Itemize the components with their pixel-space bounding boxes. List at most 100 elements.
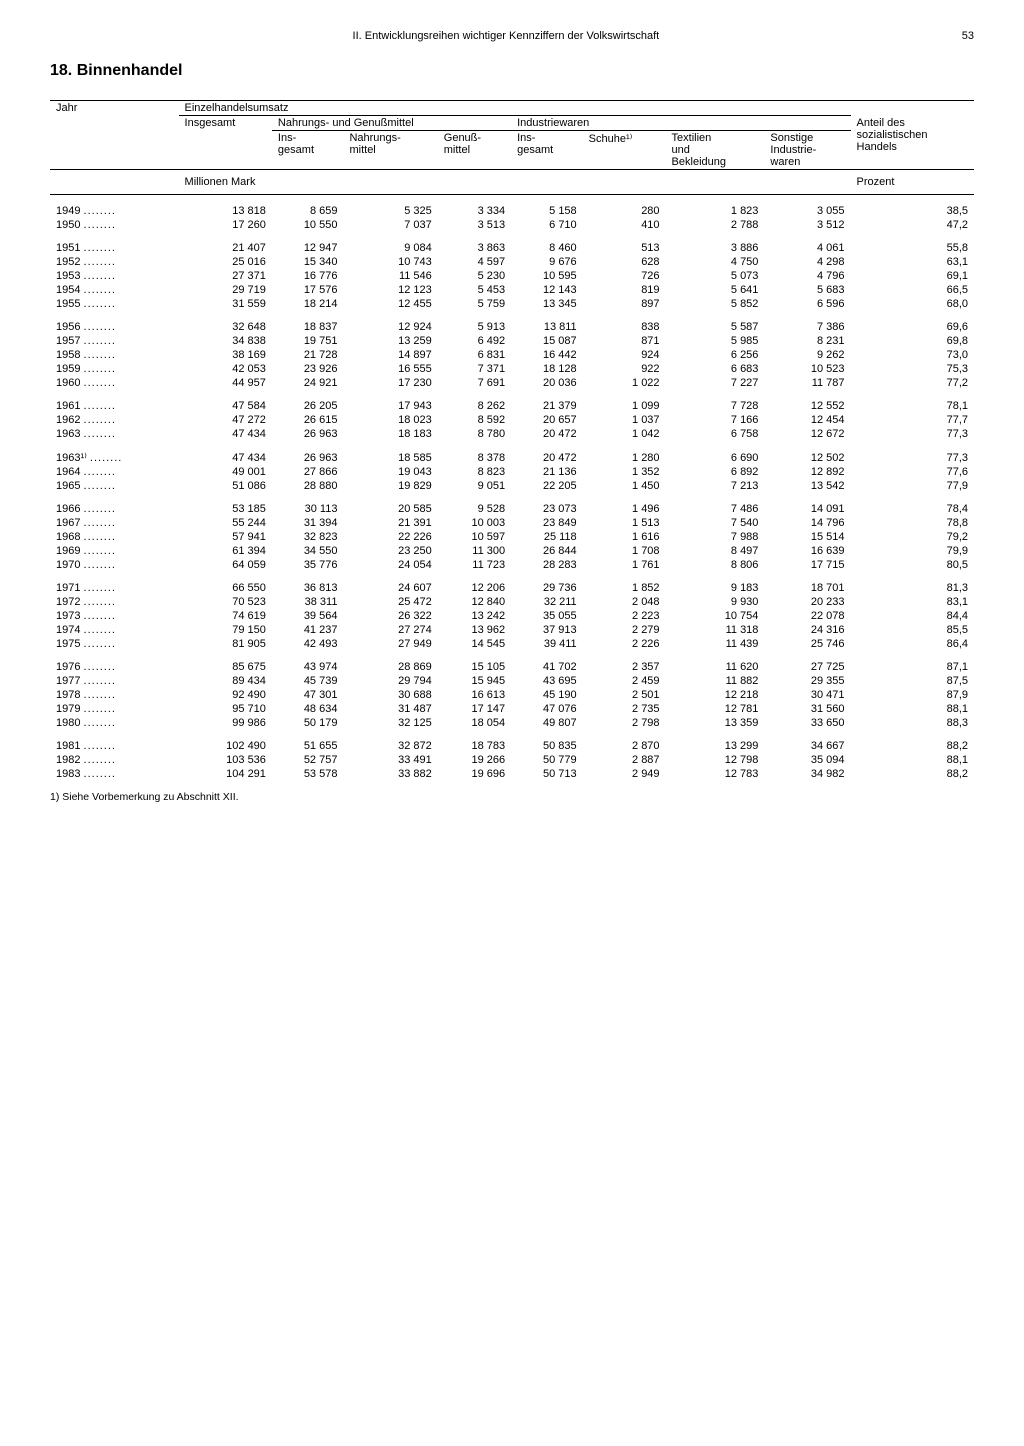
cell-value: 80,5	[851, 558, 974, 572]
table-row: 1956 ........32 64818 83712 9245 91313 8…	[50, 311, 974, 334]
cell-value: 6 596	[764, 297, 850, 311]
cell-value: 11 882	[666, 674, 765, 688]
cell-value: 92 490	[179, 688, 272, 702]
col-anteil: Anteil des sozialistischen Handels	[851, 116, 974, 170]
cell-value: 7 227	[666, 376, 765, 390]
cell-value: 77,9	[851, 479, 974, 493]
cell-value: 17 260	[179, 218, 272, 232]
cell-value: 8 262	[438, 390, 511, 413]
cell-value: 8 806	[666, 558, 765, 572]
cell-value: 68,0	[851, 297, 974, 311]
cell-value: 30 113	[272, 493, 344, 516]
footnote: 1) Siehe Vorbemerkung zu Abschnitt XII.	[50, 791, 974, 803]
cell-year: 1967 ........	[50, 516, 179, 530]
cell-value: 35 776	[272, 558, 344, 572]
cell-value: 3 863	[438, 232, 511, 255]
cell-value: 2 223	[583, 609, 666, 623]
cell-value: 87,5	[851, 674, 974, 688]
cell-value: 24 316	[764, 623, 850, 637]
cell-value: 25 118	[511, 530, 583, 544]
cell-value: 6 831	[438, 348, 511, 362]
cell-value: 24 607	[343, 572, 437, 595]
cell-value: 22 226	[343, 530, 437, 544]
cell-value: 11 300	[438, 544, 511, 558]
cell-value: 88,2	[851, 767, 974, 781]
cell-value: 29 794	[343, 674, 437, 688]
cell-value: 11 546	[343, 269, 437, 283]
page-header: II. Entwicklungsreihen wichtiger Kennzif…	[50, 30, 974, 42]
cell-value: 15 340	[272, 255, 344, 269]
cell-value: 23 926	[272, 362, 344, 376]
cell-value: 104 291	[179, 767, 272, 781]
cell-value: 27 371	[179, 269, 272, 283]
cell-value: 13 359	[666, 716, 765, 730]
cell-year: 1952 ........	[50, 255, 179, 269]
cell-year: 1963 ........	[50, 427, 179, 441]
cell-value: 18 701	[764, 572, 850, 595]
cell-value: 12 892	[764, 465, 850, 479]
cell-value: 21 136	[511, 465, 583, 479]
cell-value: 9 528	[438, 493, 511, 516]
cell-value: 20 472	[511, 427, 583, 441]
cell-value: 5 641	[666, 283, 765, 297]
page-number: 53	[962, 30, 974, 42]
cell-value: 24 921	[272, 376, 344, 390]
cell-value: 34 667	[764, 730, 850, 753]
cell-value: 2 501	[583, 688, 666, 702]
table-row: 1980 ........99 98650 17932 12518 05449 …	[50, 716, 974, 730]
cell-value: 34 550	[272, 544, 344, 558]
cell-value: 17 147	[438, 702, 511, 716]
cell-value: 31 559	[179, 297, 272, 311]
cell-value: 16 776	[272, 269, 344, 283]
col-textilien: Textilien und Bekleidung	[666, 131, 765, 170]
cell-value: 23 250	[343, 544, 437, 558]
cell-value: 8 592	[438, 413, 511, 427]
cell-value: 69,1	[851, 269, 974, 283]
cell-value: 10 003	[438, 516, 511, 530]
cell-value: 3 886	[666, 232, 765, 255]
cell-value: 42 493	[272, 637, 344, 651]
cell-value: 14 897	[343, 348, 437, 362]
cell-value: 7 728	[666, 390, 765, 413]
cell-value: 15 105	[438, 651, 511, 674]
cell-year: 1982 ........	[50, 753, 179, 767]
cell-value: 12 783	[666, 767, 765, 781]
cell-value: 64 059	[179, 558, 272, 572]
table-row: 1964 ........49 00127 86619 0438 82321 1…	[50, 465, 974, 479]
table-row: 1962 ........47 27226 61518 0238 59220 6…	[50, 413, 974, 427]
cell-value: 12 455	[343, 297, 437, 311]
cell-value: 29 719	[179, 283, 272, 297]
cell-value: 15 945	[438, 674, 511, 688]
cell-value: 7 371	[438, 362, 511, 376]
cell-value: 6 758	[666, 427, 765, 441]
cell-value: 2 949	[583, 767, 666, 781]
cell-value: 45 190	[511, 688, 583, 702]
table-row: 1958 ........38 16921 72814 8976 83116 4…	[50, 348, 974, 362]
cell-value: 31 560	[764, 702, 850, 716]
table-row: 1967 ........55 24431 39421 39110 00323 …	[50, 516, 974, 530]
cell-value: 10 754	[666, 609, 765, 623]
cell-value: 1 616	[583, 530, 666, 544]
cell-value: 4 061	[764, 232, 850, 255]
cell-value: 49 807	[511, 716, 583, 730]
cell-value: 13 962	[438, 623, 511, 637]
cell-value: 26 322	[343, 609, 437, 623]
cell-value: 10 595	[511, 269, 583, 283]
cell-value: 12 672	[764, 427, 850, 441]
cell-value: 61 394	[179, 544, 272, 558]
cell-value: 9 676	[511, 255, 583, 269]
cell-value: 9 051	[438, 479, 511, 493]
cell-value: 86,4	[851, 637, 974, 651]
cell-value: 37 913	[511, 623, 583, 637]
cell-value: 28 869	[343, 651, 437, 674]
cell-value: 13 345	[511, 297, 583, 311]
cell-value: 57 941	[179, 530, 272, 544]
cell-year: 1971 ........	[50, 572, 179, 595]
cell-value: 22 078	[764, 609, 850, 623]
cell-value: 20 233	[764, 595, 850, 609]
cell-value: 280	[583, 195, 666, 219]
cell-year: 1983 ........	[50, 767, 179, 781]
cell-value: 43 695	[511, 674, 583, 688]
cell-value: 47 434	[179, 441, 272, 465]
cell-value: 922	[583, 362, 666, 376]
